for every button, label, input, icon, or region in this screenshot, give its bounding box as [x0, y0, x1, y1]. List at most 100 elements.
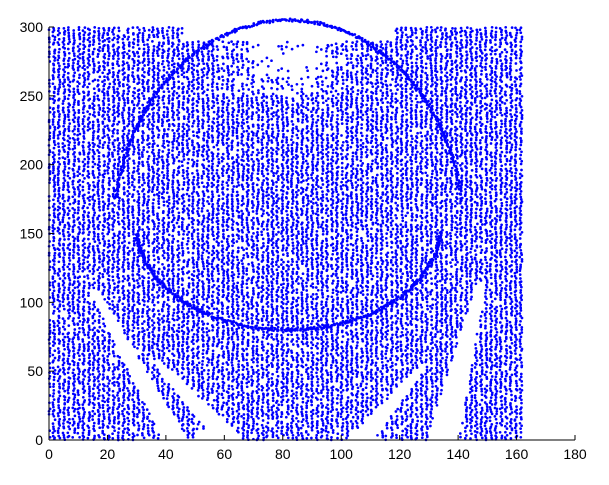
scatter-point — [97, 422, 101, 425]
scatter-point — [405, 303, 409, 306]
scatter-point — [445, 326, 449, 330]
scatter-point — [101, 403, 105, 407]
scatter-point — [131, 294, 135, 297]
scatter-point — [440, 295, 444, 299]
scatter-point — [275, 282, 279, 285]
scatter-point — [480, 368, 484, 372]
scatter-point — [187, 282, 191, 285]
scatter-point — [221, 307, 224, 310]
scatter-point — [449, 304, 452, 308]
scatter-point — [320, 300, 324, 304]
scatter-point — [484, 307, 488, 310]
scatter-point — [245, 352, 249, 356]
scatter-point — [162, 303, 165, 306]
scatter-point — [421, 425, 424, 429]
scatter-point — [489, 371, 493, 375]
scatter-point — [122, 398, 126, 402]
scatter-point — [305, 436, 309, 440]
scatter-point — [390, 326, 394, 330]
scatter-point — [405, 327, 408, 331]
scatter-point — [282, 377, 285, 381]
scatter-point — [186, 375, 190, 379]
scatter-point — [300, 407, 304, 411]
scatter-point — [132, 412, 136, 416]
scatter-point — [87, 431, 91, 435]
scatter-point — [359, 284, 363, 288]
scatter-point — [474, 282, 478, 286]
scatter-point — [381, 434, 385, 437]
scatter-point — [211, 352, 215, 356]
scatter-point — [52, 389, 56, 392]
scatter-point — [192, 342, 195, 346]
scatter-point — [380, 399, 383, 403]
scatter-point — [425, 387, 429, 391]
scatter-point — [380, 286, 383, 290]
scatter-point — [171, 358, 175, 362]
scatter-point — [404, 410, 407, 414]
scatter-point — [282, 309, 285, 313]
scatter-point — [212, 301, 216, 304]
scatter-point — [340, 410, 344, 413]
scatter-point — [176, 401, 180, 405]
scatter-point — [205, 327, 209, 330]
scatter-point — [465, 424, 469, 428]
scatter-point — [157, 294, 160, 297]
scatter-point — [267, 416, 270, 420]
scatter-point — [391, 377, 394, 381]
scatter-point — [351, 385, 355, 389]
scatter-point — [291, 382, 295, 386]
scatter-point — [406, 317, 409, 321]
scatter-point — [371, 342, 374, 346]
scatter-point — [455, 281, 459, 285]
scatter-point — [484, 361, 488, 365]
scatter-point — [282, 343, 285, 347]
scatter-point — [380, 357, 384, 361]
scatter-point — [161, 335, 165, 339]
scatter-point — [266, 295, 269, 299]
scatter-point — [519, 342, 522, 346]
scatter-point — [390, 291, 394, 294]
scatter-point — [470, 281, 474, 285]
scatter-point — [151, 323, 154, 327]
scatter-point — [435, 403, 439, 407]
scatter-point — [359, 382, 363, 386]
scatter-point — [519, 394, 523, 398]
scatter-point — [504, 301, 507, 304]
scatter-point — [98, 383, 101, 386]
scatter-point — [151, 330, 154, 334]
scatter-point — [261, 356, 264, 360]
scatter-point — [108, 335, 111, 339]
scatter-point — [424, 422, 428, 426]
scatter-point — [520, 424, 523, 428]
scatter-point — [101, 394, 105, 397]
scatter-point — [128, 392, 131, 395]
scatter-point — [340, 284, 343, 288]
scatter-point — [97, 363, 101, 367]
scatter-point — [390, 307, 393, 311]
scatter-point — [490, 423, 494, 426]
scatter-point — [56, 412, 60, 415]
scatter-point — [266, 300, 270, 304]
scatter-point — [490, 282, 493, 285]
scatter-point — [331, 408, 335, 411]
scatter-point — [466, 307, 469, 311]
scatter-point — [304, 363, 308, 367]
scatter-point — [212, 398, 216, 402]
scatter-point — [488, 419, 492, 423]
scatter-point — [252, 360, 255, 364]
scatter-point — [431, 385, 434, 388]
scatter-point — [231, 307, 235, 311]
scatter-point — [374, 303, 378, 306]
scatter-point — [326, 344, 330, 348]
scatter-point — [316, 384, 320, 387]
scatter-point — [72, 363, 76, 367]
scatter-point — [201, 388, 205, 392]
scatter-point — [361, 293, 365, 296]
scatter-point — [265, 314, 269, 318]
scatter-point — [113, 282, 116, 285]
scatter-point — [88, 284, 92, 287]
scatter-point — [211, 406, 215, 410]
scatter-point — [430, 366, 433, 370]
scatter-point — [177, 341, 181, 344]
scatter-point — [136, 346, 139, 350]
